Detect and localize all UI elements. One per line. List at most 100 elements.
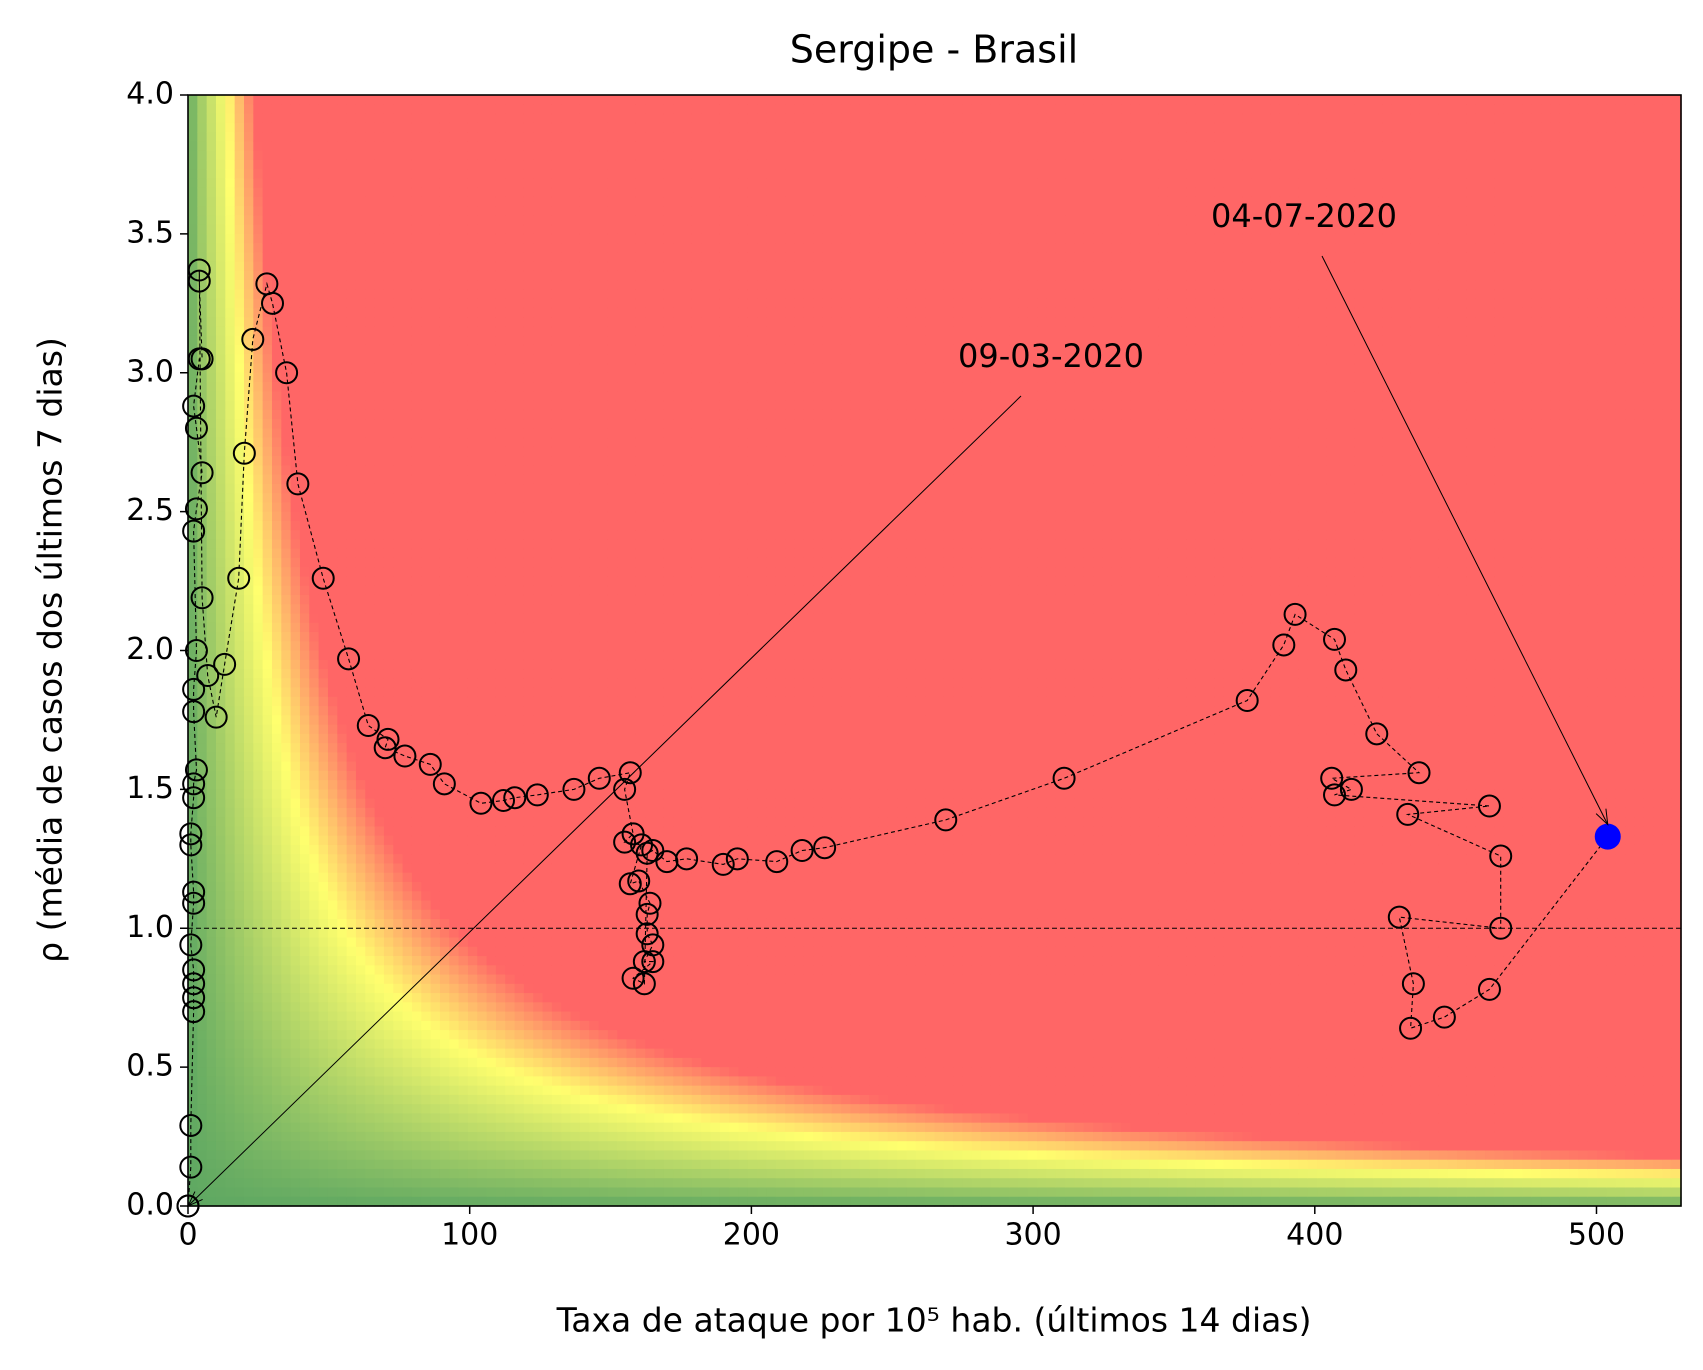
heatmap-cell	[495, 382, 506, 392]
heatmap-cell	[467, 557, 478, 568]
heatmap-cell	[197, 567, 208, 578]
heatmap-cell	[411, 872, 422, 883]
heatmap-cell	[355, 594, 366, 605]
heatmap-cell	[355, 650, 366, 661]
heatmap-cell	[393, 539, 404, 550]
heatmap-cell	[262, 807, 273, 818]
heatmap-cell	[439, 243, 450, 253]
heatmap-cell	[234, 132, 245, 142]
heatmap-cell	[253, 419, 264, 429]
heatmap-cell	[439, 252, 450, 263]
heatmap-cell	[253, 585, 264, 596]
heatmap-cell	[402, 891, 413, 902]
heatmap-cell	[262, 1187, 273, 1198]
heatmap-cell	[551, 280, 562, 291]
heatmap-cell	[290, 511, 301, 522]
heatmap-cell	[290, 465, 301, 476]
heatmap-cell	[486, 1178, 497, 1189]
heatmap-cell	[374, 326, 385, 337]
heatmap-cell	[430, 659, 441, 670]
heatmap-cell	[253, 150, 264, 161]
heatmap-cell	[197, 270, 208, 281]
heatmap-cell	[439, 150, 450, 161]
heatmap-cell	[467, 252, 478, 263]
heatmap-cell	[477, 104, 488, 115]
heatmap-cell	[467, 891, 478, 902]
heatmap-cell	[327, 1020, 338, 1031]
heatmap-cell	[505, 298, 516, 309]
heatmap-cell	[383, 409, 394, 420]
heatmap-cell	[570, 178, 581, 189]
heatmap-cell	[299, 1048, 310, 1059]
heatmap-cell	[402, 1131, 413, 1142]
heatmap-cell	[393, 909, 404, 920]
heatmap-cell	[243, 1113, 254, 1124]
heatmap-cell	[188, 946, 198, 957]
heatmap-cell	[197, 844, 208, 855]
heatmap-cell	[421, 1011, 432, 1022]
heatmap-cell	[467, 983, 478, 994]
heatmap-cell	[411, 956, 422, 966]
heatmap-cell	[327, 872, 338, 883]
heatmap-cell	[215, 548, 226, 559]
heatmap-cell	[570, 613, 581, 624]
heatmap-cell	[542, 1150, 553, 1161]
heatmap-cell	[365, 344, 376, 355]
heatmap-cell	[486, 826, 497, 837]
heatmap-cell	[542, 1104, 553, 1115]
heatmap-cell	[215, 557, 226, 568]
heatmap-cell	[486, 631, 497, 642]
heatmap-cell	[430, 604, 441, 615]
heatmap-cell	[290, 706, 301, 716]
heatmap-cell	[188, 1104, 198, 1115]
heatmap-cell	[327, 669, 338, 679]
heatmap-cell	[505, 465, 516, 476]
heatmap-cell	[486, 539, 497, 550]
heatmap-cell	[337, 502, 348, 513]
heatmap-cell	[551, 474, 562, 485]
heatmap-cell	[290, 1196, 301, 1207]
heatmap-cell	[215, 696, 226, 707]
heatmap-cell	[411, 252, 422, 263]
heatmap-cell	[402, 104, 413, 115]
heatmap-cell	[570, 789, 581, 800]
heatmap-cell	[355, 937, 366, 948]
heatmap-cell	[486, 400, 497, 411]
heatmap-cell	[542, 650, 553, 661]
heatmap-cell	[290, 743, 301, 753]
heatmap-cell	[477, 956, 488, 966]
heatmap-cell	[458, 817, 469, 828]
heatmap-cell	[542, 678, 553, 689]
heatmap-cell	[411, 1011, 422, 1022]
heatmap-cell	[430, 141, 441, 152]
heatmap-cell	[411, 594, 422, 605]
heatmap-cell	[421, 233, 432, 244]
heatmap-cell	[495, 344, 506, 355]
heatmap-cell	[309, 844, 320, 855]
heatmap-cell	[290, 1150, 301, 1161]
heatmap-cell	[505, 169, 516, 179]
heatmap-cell	[430, 622, 441, 633]
heatmap-cell	[234, 270, 245, 281]
heatmap-cell	[411, 965, 422, 976]
heatmap-cell	[561, 835, 572, 846]
heatmap-cell	[206, 456, 217, 466]
heatmap-cell	[514, 252, 525, 263]
heatmap-cell	[523, 798, 534, 809]
heatmap-cell	[383, 1178, 394, 1189]
heatmap-cell	[458, 280, 469, 291]
heatmap-cell	[318, 456, 329, 466]
heatmap-cell	[215, 419, 226, 429]
heatmap-cell	[290, 122, 301, 133]
heatmap-cell	[215, 733, 226, 744]
heatmap-cell	[514, 974, 525, 985]
heatmap-cell	[393, 224, 404, 235]
heatmap-cell	[355, 511, 366, 522]
heatmap-cell	[299, 622, 310, 633]
heatmap-cell	[299, 974, 310, 985]
heatmap-cell	[542, 993, 553, 1003]
heatmap-cell	[467, 122, 478, 133]
heatmap-cell	[299, 669, 310, 679]
heatmap-cell	[215, 659, 226, 670]
heatmap-cell	[551, 1039, 562, 1050]
